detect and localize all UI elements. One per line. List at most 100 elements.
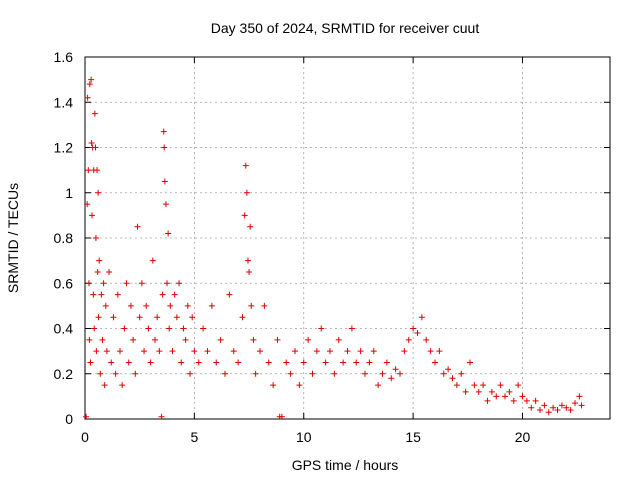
data-point bbox=[90, 291, 97, 298]
data-point bbox=[127, 302, 134, 309]
data-point bbox=[480, 382, 487, 389]
y-tick-label: 0.8 bbox=[54, 230, 74, 246]
data-point bbox=[97, 370, 104, 377]
data-point bbox=[453, 382, 460, 389]
data-point bbox=[156, 348, 163, 355]
data-point bbox=[322, 359, 329, 366]
data-point bbox=[184, 302, 191, 309]
data-point bbox=[488, 388, 495, 395]
x-tick-label: 10 bbox=[296, 429, 312, 445]
data-point bbox=[134, 223, 141, 230]
data-point bbox=[537, 406, 543, 413]
data-point bbox=[270, 382, 277, 389]
data-point bbox=[554, 406, 561, 413]
data-point bbox=[440, 370, 447, 377]
data-point bbox=[344, 348, 351, 355]
y-tick-label: 0.6 bbox=[54, 275, 74, 291]
data-point bbox=[366, 359, 373, 366]
data-point bbox=[370, 348, 377, 355]
data-point bbox=[375, 382, 382, 389]
data-point bbox=[230, 348, 237, 355]
data-point bbox=[169, 348, 176, 355]
data-point bbox=[94, 268, 101, 275]
data-point bbox=[462, 388, 469, 395]
data-point bbox=[160, 128, 167, 135]
data-point bbox=[149, 257, 156, 264]
data-point bbox=[85, 167, 92, 174]
data-point bbox=[558, 402, 565, 409]
data-point bbox=[123, 280, 130, 287]
data-point bbox=[309, 370, 316, 377]
data-point bbox=[401, 348, 408, 355]
data-point bbox=[392, 366, 399, 373]
y-axis-label: SRMTID / TECUs bbox=[5, 183, 21, 293]
data-point bbox=[130, 336, 137, 343]
data-point bbox=[132, 370, 139, 377]
data-point bbox=[176, 280, 183, 287]
data-point bbox=[106, 268, 113, 275]
data-points bbox=[83, 76, 585, 420]
data-point bbox=[414, 330, 421, 337]
data-point bbox=[95, 189, 102, 196]
data-point bbox=[108, 359, 115, 366]
data-point bbox=[248, 302, 255, 309]
data-point bbox=[101, 382, 108, 389]
data-point bbox=[283, 359, 290, 366]
data-point bbox=[195, 359, 202, 366]
data-point bbox=[180, 325, 187, 332]
data-point bbox=[388, 375, 395, 382]
data-point bbox=[98, 291, 105, 298]
data-point bbox=[88, 139, 95, 146]
data-point bbox=[92, 235, 99, 241]
data-point bbox=[208, 302, 215, 309]
data-point bbox=[86, 81, 93, 88]
data-point bbox=[567, 406, 574, 413]
data-point bbox=[85, 280, 92, 287]
data-point bbox=[171, 291, 178, 298]
data-point bbox=[257, 348, 263, 355]
data-point bbox=[335, 336, 342, 343]
data-point bbox=[217, 336, 224, 343]
data-point bbox=[247, 223, 254, 230]
y-tick-label: 1.6 bbox=[54, 49, 74, 65]
y-tick-label: 0.4 bbox=[54, 321, 74, 337]
data-point bbox=[86, 336, 93, 343]
data-point bbox=[213, 359, 220, 366]
data-point bbox=[241, 212, 248, 219]
data-point bbox=[191, 348, 198, 355]
data-point bbox=[532, 397, 539, 404]
data-point bbox=[87, 359, 94, 366]
data-point bbox=[362, 370, 368, 377]
data-point bbox=[91, 110, 98, 117]
data-point bbox=[100, 280, 107, 287]
data-point bbox=[502, 393, 508, 400]
data-point bbox=[265, 359, 272, 366]
data-point bbox=[578, 402, 585, 409]
data-point bbox=[458, 370, 465, 377]
data-point bbox=[432, 359, 438, 366]
data-point bbox=[510, 397, 517, 404]
data-point bbox=[165, 230, 172, 237]
axis-ticks: 0 0.2 0.4 0.6 0.8 1 1.2 1.4 1.6 0 5 10 15 20 bbox=[54, 49, 610, 445]
data-point bbox=[523, 397, 530, 404]
data-point bbox=[318, 325, 325, 332]
data-point bbox=[493, 393, 500, 400]
data-point bbox=[89, 212, 95, 219]
data-point bbox=[379, 370, 386, 377]
data-point bbox=[189, 314, 196, 321]
data-point bbox=[296, 382, 303, 389]
data-point bbox=[261, 302, 268, 309]
data-point bbox=[226, 291, 233, 298]
data-point bbox=[244, 257, 251, 264]
data-point bbox=[497, 382, 504, 389]
data-point bbox=[143, 302, 150, 309]
data-point bbox=[125, 359, 132, 366]
data-point bbox=[84, 201, 91, 208]
data-point bbox=[99, 336, 106, 343]
data-point bbox=[313, 348, 320, 355]
data-point bbox=[83, 413, 90, 420]
data-point bbox=[158, 413, 165, 420]
data-point bbox=[445, 366, 452, 373]
grid-lines bbox=[85, 57, 610, 419]
